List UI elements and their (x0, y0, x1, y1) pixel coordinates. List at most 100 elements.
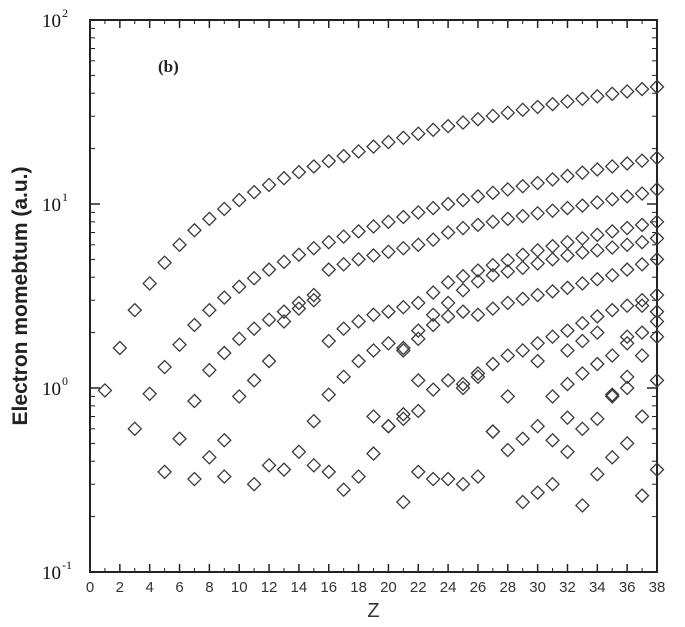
data-point (321, 153, 337, 169)
data-point (455, 376, 471, 392)
data-point (425, 122, 441, 138)
data-point (619, 329, 635, 345)
y-tick-label: 10 2 (42, 6, 68, 32)
data-point (589, 466, 605, 482)
data-point (261, 177, 277, 193)
data-point (172, 337, 187, 353)
data-point (574, 333, 590, 349)
x-tick-label: 26 (470, 579, 487, 596)
series-12 (619, 298, 665, 345)
data-point (560, 376, 575, 392)
data-point (366, 409, 381, 424)
data-point (649, 231, 665, 246)
data-point (291, 295, 307, 311)
data-point (530, 256, 546, 271)
series-10 (530, 353, 665, 448)
data-point (500, 252, 516, 268)
data-point (500, 348, 516, 364)
panel-label: (b) (158, 57, 179, 76)
data-point (395, 130, 411, 146)
x-tick-label: 24 (440, 579, 457, 596)
data-point (604, 159, 620, 174)
data-point (127, 421, 143, 437)
data-point (351, 353, 366, 369)
data-point (306, 413, 322, 429)
data-point (246, 184, 262, 200)
x-tick-label: 14 (291, 579, 308, 596)
data-point (604, 348, 620, 364)
data-point (560, 93, 575, 109)
data-point (351, 223, 366, 239)
data-point (97, 383, 113, 398)
series-5 (216, 231, 665, 498)
data-point (410, 464, 426, 480)
data-point (395, 340, 411, 356)
x-tick-label: 2 (116, 579, 124, 596)
data-point (231, 279, 247, 295)
data-point (560, 343, 575, 358)
data-point (276, 170, 292, 186)
data-point (351, 314, 366, 329)
data-point (142, 276, 158, 291)
data-point (574, 498, 590, 513)
data-point (306, 240, 322, 256)
y-tick-label-exponent: 1 (62, 190, 68, 204)
data-point (545, 476, 560, 492)
data-point (470, 273, 486, 289)
data-point (172, 237, 187, 253)
data-point (545, 203, 560, 219)
data-point (560, 248, 575, 263)
data-point (530, 335, 546, 351)
data-point (530, 175, 546, 191)
data-point (500, 442, 516, 458)
data-point (545, 432, 560, 448)
data-point (187, 317, 202, 333)
data-point (619, 188, 635, 204)
y-tick-label-base: 10 (42, 563, 61, 584)
data-point (560, 280, 575, 296)
data-point (500, 182, 516, 197)
y-tick-label-base: 10 (42, 195, 61, 216)
data-point (515, 343, 531, 358)
y-tick-label: 10 0 (42, 374, 68, 400)
data-point (410, 323, 426, 339)
data-point (366, 343, 381, 358)
data-point (485, 108, 501, 124)
data-point (395, 343, 411, 358)
data-point (560, 200, 575, 216)
series-6 (306, 251, 665, 429)
data-point (619, 262, 635, 278)
series-4 (157, 214, 665, 487)
x-tick-label: 10 (231, 579, 248, 596)
data-point (321, 333, 337, 349)
data-point (649, 314, 665, 329)
data-point (545, 96, 560, 112)
data-point (530, 353, 546, 369)
data-point (455, 192, 471, 208)
data-point (276, 314, 292, 329)
data-point (351, 251, 366, 267)
data-point (395, 411, 411, 427)
data-point (485, 356, 501, 372)
data-point (500, 295, 516, 311)
x-tick-label: 36 (619, 579, 636, 596)
data-point (425, 317, 441, 333)
data-point (634, 488, 650, 504)
data-point (545, 329, 560, 345)
data-point (530, 205, 546, 221)
data-point (351, 144, 366, 159)
data-point (142, 386, 158, 402)
data-point (619, 156, 635, 171)
data-point (515, 494, 531, 510)
data-point (425, 382, 441, 398)
data-point (545, 251, 560, 267)
y-tick-label-exponent: 2 (62, 6, 68, 20)
data-point (261, 262, 277, 278)
data-point (604, 449, 620, 465)
data-point (604, 387, 620, 403)
data-point (485, 185, 501, 201)
data-point (157, 255, 173, 271)
data-point (336, 148, 352, 164)
data-point (157, 359, 173, 375)
data-point (455, 115, 471, 131)
